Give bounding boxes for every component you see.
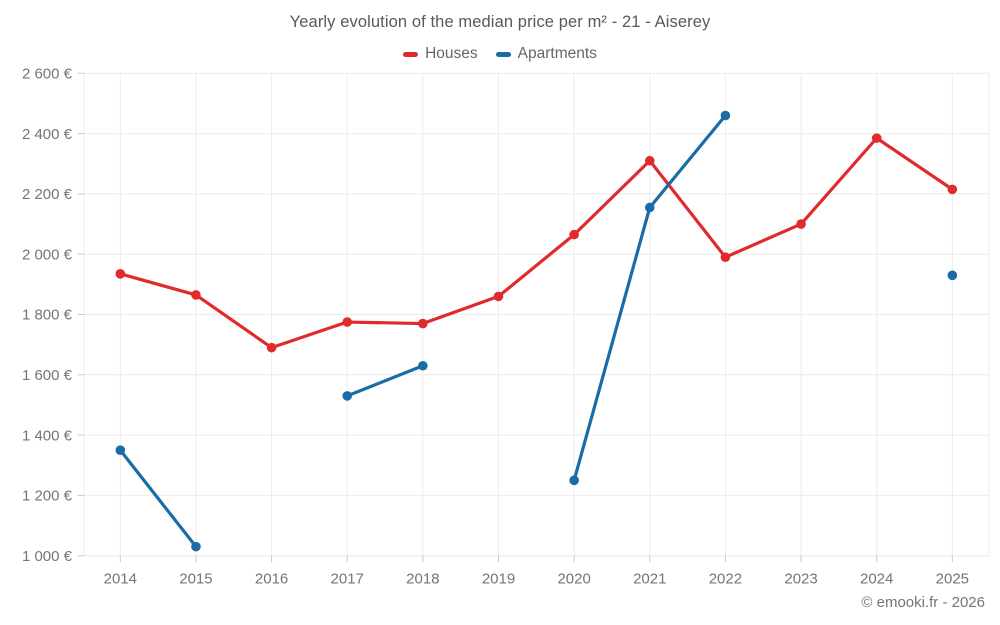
svg-text:2021: 2021: [633, 571, 666, 588]
svg-text:2014: 2014: [104, 571, 137, 588]
svg-text:2 600 €: 2 600 €: [22, 66, 73, 83]
houses-legend-label: Houses: [425, 45, 478, 62]
svg-text:2024: 2024: [860, 571, 893, 588]
svg-text:2016: 2016: [255, 571, 288, 588]
apartments-legend-label: Apartments: [517, 45, 597, 62]
svg-text:2023: 2023: [784, 571, 817, 588]
houses-point-2019[interactable]: [493, 291, 504, 302]
houses-point-2017[interactable]: [342, 317, 353, 327]
houses-point-2023[interactable]: [796, 219, 806, 229]
houses-point-2024[interactable]: [871, 133, 882, 143]
houses-point-2018[interactable]: [418, 318, 428, 329]
svg-text:1 800 €: 1 800 €: [22, 307, 73, 324]
houses-point-2016[interactable]: [266, 342, 277, 353]
grid-lines: [83, 72, 990, 557]
svg-text:2025: 2025: [936, 571, 969, 588]
apartments-point-2014[interactable]: [115, 445, 126, 455]
houses-point-2025[interactable]: [947, 184, 958, 195]
apartments-series[interactable]: [115, 110, 958, 552]
apartments-point-2021[interactable]: [644, 202, 655, 213]
houses-legend-marker: [403, 51, 419, 57]
chart-legend: Houses Apartments: [0, 45, 1000, 63]
houses-point-2014[interactable]: [115, 268, 126, 279]
x-axis-labels: 2014 2015 2016 2017 2018 2019 2020 2021 2022 2023…: [104, 571, 969, 588]
svg-text:2020: 2020: [557, 571, 590, 588]
houses-point-2021[interactable]: [644, 155, 655, 166]
apartments-point-2020[interactable]: [569, 475, 579, 486]
apartments-point-2018[interactable]: [418, 360, 428, 371]
svg-text:2015: 2015: [179, 571, 212, 588]
svg-text:1 200 €: 1 200 €: [22, 488, 73, 505]
houses-point-2020[interactable]: [569, 229, 579, 240]
apartments-point-2015[interactable]: [191, 541, 201, 552]
apartments-point-2017[interactable]: [342, 391, 353, 401]
legend-item-apartments[interactable]: Apartments: [495, 45, 597, 63]
svg-text:2 000 €: 2 000 €: [22, 246, 73, 263]
legend-item-houses[interactable]: Houses: [403, 45, 478, 63]
apartments-point-2025[interactable]: [947, 270, 958, 281]
houses-point-2015[interactable]: [191, 290, 201, 300]
svg-text:1 400 €: 1 400 €: [22, 427, 73, 444]
houses-point-2022[interactable]: [720, 252, 731, 263]
svg-text:2018: 2018: [406, 571, 439, 588]
apartments-point-2022[interactable]: [720, 110, 731, 121]
footer-credit: © emooki.fr - 2026: [861, 594, 985, 611]
svg-text:1 600 €: 1 600 €: [22, 367, 73, 384]
svg-text:2 400 €: 2 400 €: [22, 126, 73, 143]
chart-title: Yearly evolution of the median price per…: [289, 13, 711, 31]
y-axis-labels: 1 000 € 1 200 € 1 400 € 1 600 € 1 800 € 2 000…: [22, 66, 73, 565]
axis-ticks: [77, 72, 953, 563]
svg-text:2019: 2019: [482, 571, 515, 588]
svg-text:1 000 €: 1 000 €: [22, 548, 73, 565]
svg-text:2 200 €: 2 200 €: [22, 186, 73, 203]
svg-text:2017: 2017: [331, 571, 364, 588]
houses-series[interactable]: [115, 133, 958, 353]
svg-text:2022: 2022: [709, 571, 742, 588]
apartments-legend-marker: [495, 51, 511, 57]
